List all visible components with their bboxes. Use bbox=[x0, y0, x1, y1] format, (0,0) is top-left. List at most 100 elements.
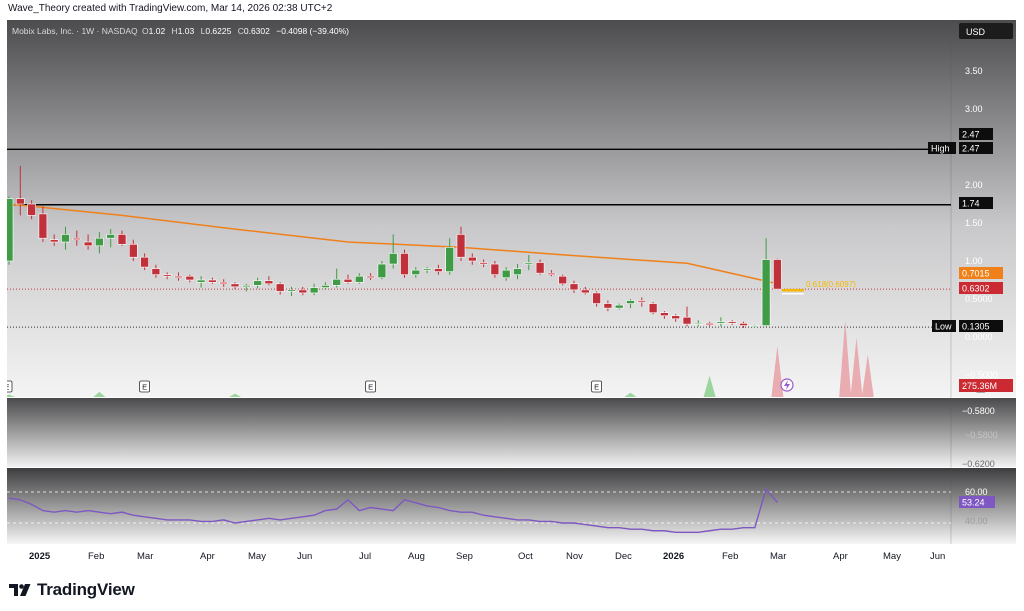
earnings-marker-label: E bbox=[594, 383, 599, 392]
candle bbox=[603, 300, 613, 312]
legend-low: 0.6225 bbox=[205, 26, 231, 36]
candle-body bbox=[38, 213, 48, 239]
candle bbox=[343, 274, 353, 284]
candle bbox=[49, 234, 59, 246]
candle-body bbox=[727, 321, 737, 324]
price-label-1-74-text: 1.74 bbox=[962, 199, 980, 209]
candle bbox=[185, 274, 195, 283]
candle bbox=[219, 279, 228, 287]
candle-body bbox=[535, 262, 545, 274]
candle-body bbox=[129, 243, 138, 258]
lightning-icon[interactable] bbox=[780, 378, 794, 392]
legend-change: −0.4098 (−39.40%) bbox=[276, 26, 349, 36]
candle bbox=[332, 268, 342, 288]
price-label-low: Low 0.1305 bbox=[932, 320, 1003, 332]
candle-body bbox=[580, 289, 590, 294]
candle-body bbox=[321, 285, 330, 288]
tradingview-brand[interactable]: TradingView bbox=[9, 580, 135, 600]
candle bbox=[354, 273, 364, 284]
candle bbox=[321, 282, 330, 290]
time-tick-label: Dec bbox=[615, 551, 632, 562]
candle-body bbox=[626, 300, 635, 304]
time-tick-label: Mar bbox=[137, 551, 153, 562]
candle-body bbox=[95, 237, 104, 247]
attribution-text: Wave_Theory created with TradingView.com… bbox=[8, 3, 333, 14]
volume-scale-ghost: −0.5800 bbox=[965, 430, 998, 440]
legend-high-label: H bbox=[172, 26, 178, 36]
candle bbox=[27, 200, 36, 220]
candle-body bbox=[332, 278, 342, 286]
candle-body bbox=[185, 275, 195, 281]
candle-body bbox=[400, 253, 409, 275]
candle bbox=[388, 234, 398, 269]
candle-body bbox=[693, 323, 703, 325]
price-label-1-74: 1.74 bbox=[959, 197, 993, 209]
time-tick-label: 2025 bbox=[29, 551, 51, 562]
chart-svg[interactable]: Mobix Labs, Inc. · 1W · NASDAQ O1.02 H1.… bbox=[1, 20, 1016, 566]
currency-label: USD bbox=[966, 27, 986, 37]
candle bbox=[693, 320, 703, 327]
candle-body bbox=[501, 269, 511, 279]
candle-body bbox=[682, 316, 692, 325]
candle bbox=[456, 226, 466, 261]
price-tick-label: 0.5000 bbox=[965, 294, 993, 304]
candle bbox=[411, 267, 421, 278]
legend-close-label: C bbox=[238, 26, 244, 36]
candle bbox=[38, 206, 48, 242]
legend-ohlc: O1.02 H1.03 L0.6225 C0.6302 −0.4098 (−39… bbox=[142, 26, 349, 36]
rsi-pane[interactable] bbox=[7, 468, 1016, 544]
time-tick-label: Feb bbox=[722, 551, 738, 562]
earnings-marker bbox=[139, 380, 151, 393]
earnings-marker bbox=[591, 380, 602, 393]
candle bbox=[637, 297, 647, 307]
candle-body bbox=[275, 283, 285, 292]
legend-symbol: Mobix Labs, Inc. · 1W · NASDAQ bbox=[12, 26, 138, 36]
price-label-high-text: 2.47 bbox=[962, 130, 980, 140]
candle bbox=[513, 264, 522, 280]
price-pane[interactable] bbox=[7, 20, 1016, 397]
chart-frame[interactable]: Mobix Labs, Inc. · 1W · NASDAQ O1.02 H1.… bbox=[1, 20, 1016, 566]
candle bbox=[208, 277, 217, 284]
volume-bar bbox=[93, 391, 106, 397]
candle bbox=[501, 267, 511, 281]
currency-badge[interactable]: USD bbox=[959, 23, 1013, 39]
candle-body bbox=[558, 275, 568, 285]
candle bbox=[230, 282, 240, 290]
candle-body bbox=[366, 275, 375, 279]
tradingview-logo-icon bbox=[9, 584, 31, 596]
candle-body bbox=[490, 263, 500, 275]
candle-body bbox=[716, 321, 726, 324]
brand-name: TradingView bbox=[37, 580, 135, 599]
time-axis-labels: 2025 Feb Mar Apr May Jun Jul Aug Sep Oct Nov Dec 202… bbox=[29, 551, 945, 562]
volume-pane[interactable] bbox=[7, 398, 1016, 467]
time-tick-label: Apr bbox=[833, 551, 848, 562]
earnings-marker-label: E bbox=[7, 383, 10, 392]
candle bbox=[174, 272, 183, 281]
candle-body bbox=[309, 287, 319, 294]
candle-body bbox=[4, 198, 14, 262]
candle-body bbox=[524, 262, 534, 265]
candle-body bbox=[411, 269, 421, 275]
candle-body bbox=[467, 256, 477, 262]
price-tick-label: 3.50 bbox=[965, 66, 983, 76]
volume-value: 275.36M bbox=[962, 381, 997, 391]
rsi-scale-lower: 40.00 bbox=[965, 516, 988, 526]
time-axis[interactable] bbox=[7, 544, 1016, 566]
time-tick-label: 2026 bbox=[663, 551, 684, 562]
candle-body bbox=[49, 239, 59, 243]
ma-value: 0.7015 bbox=[962, 269, 990, 279]
legend-open: 1.02 bbox=[149, 26, 166, 36]
candle-body bbox=[592, 292, 601, 304]
candle bbox=[434, 264, 443, 275]
candle-body bbox=[547, 272, 556, 275]
volume-bars bbox=[3, 320, 874, 397]
candle bbox=[366, 273, 375, 280]
volume-bar bbox=[771, 346, 784, 397]
candle bbox=[83, 234, 93, 250]
candle-body bbox=[603, 303, 613, 309]
fib-label: 0.618(0.6097) bbox=[806, 280, 856, 289]
candle bbox=[162, 272, 172, 280]
candle-body bbox=[479, 262, 488, 265]
time-tick-label: May bbox=[248, 551, 266, 562]
candle bbox=[445, 238, 455, 275]
